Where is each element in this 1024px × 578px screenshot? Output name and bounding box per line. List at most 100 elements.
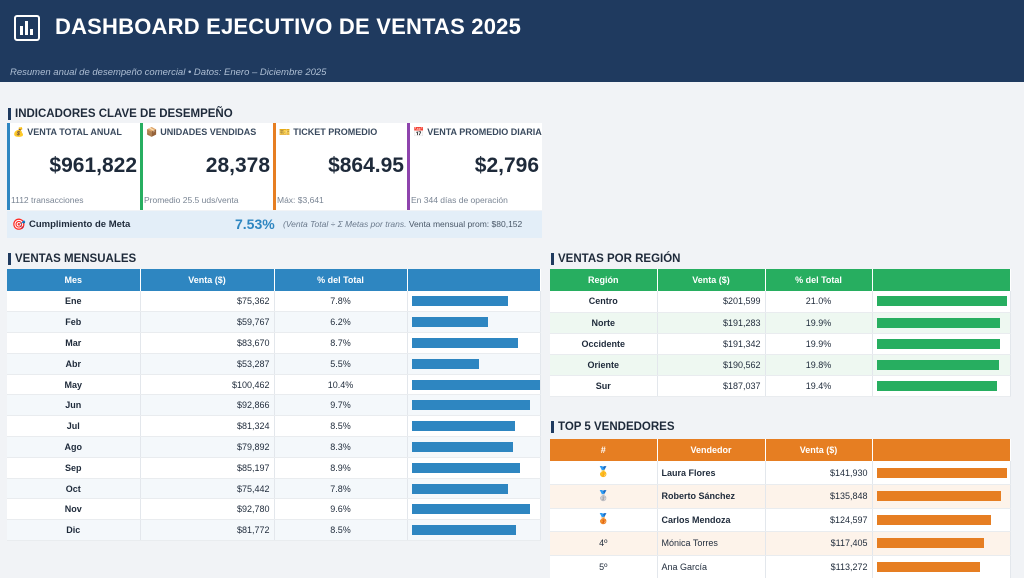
table-row: Nov $92,780 9.6% [7, 498, 541, 521]
kpi-label: 📅 VENTA PROMEDIO DIARIA [413, 127, 542, 137]
sales-cell: $92,780 [140, 498, 275, 521]
table-row: Oriente $190,562 19.8% [550, 354, 1011, 376]
percent-cell: 19.4% [765, 375, 873, 397]
region-cell: Centro [550, 291, 658, 313]
kpi-card: 🎫 TICKET PROMEDIO $864.95 Máx: $3,641 [273, 123, 407, 210]
sales-cell: $79,892 [140, 436, 275, 458]
table-row: 4º Mónica Torres $117,405 [550, 531, 1011, 556]
percent-cell: 19.8% [765, 354, 873, 376]
percent-cell: 8.5% [274, 519, 408, 542]
monthly-section-title: VENTAS MENSUALES [8, 253, 136, 265]
seller-name: Laura Flores [657, 461, 766, 485]
sales-cell: $59,767 [140, 311, 275, 334]
sales-bar [876, 296, 1007, 307]
bar-cell [407, 291, 541, 313]
sales-cell: $81,772 [140, 519, 275, 542]
region-cell: Oriente [550, 354, 658, 376]
medal-icon: 🥇 [550, 461, 658, 485]
table-row: Feb $59,767 6.2% [7, 311, 541, 334]
table-row: Occidente $191,342 19.9% [550, 333, 1011, 355]
sellers-section-title: TOP 5 VENDEDORES [551, 421, 675, 433]
sales-bar [411, 441, 514, 452]
sales-cell: $124,597 [765, 508, 873, 532]
seller-name: Carlos Mendoza [657, 508, 766, 532]
region-cell: Occidente [550, 333, 658, 355]
sales-cell: $117,405 [765, 531, 873, 556]
table-row: 🥉 Carlos Mendoza $124,597 [550, 508, 1011, 532]
percent-cell: 8.3% [274, 436, 408, 458]
sales-bar [876, 514, 991, 525]
bar-cell [407, 394, 541, 417]
sales-cell: $75,362 [140, 291, 275, 313]
sales-bar [876, 538, 985, 549]
month-cell: Feb [7, 311, 141, 334]
region-section-title: VENTAS POR REGIÓN [551, 253, 680, 265]
percent-cell: 8.9% [274, 457, 408, 479]
sales-bar [876, 491, 1001, 502]
month-cell: Ago [7, 436, 141, 458]
ticket-icon: 🎫 [279, 127, 291, 137]
table-row: 5º Ana García $113,272 [550, 555, 1011, 578]
sales-cell: $83,670 [140, 332, 275, 354]
bar-cell [407, 498, 541, 521]
sales-cell: $141,930 [765, 461, 873, 485]
table-row: Norte $191,283 19.9% [550, 312, 1011, 334]
page-subtitle: Resumen anual de desempeño comercial • D… [10, 67, 327, 78]
header-region: Región [550, 269, 658, 291]
month-cell: May [7, 374, 141, 396]
sales-cell: $191,342 [657, 333, 766, 355]
percent-cell: 7.8% [274, 291, 408, 313]
bar-cell [407, 353, 541, 375]
goal-compliance-value: 7.53% [235, 216, 275, 232]
bar-cell [407, 457, 541, 479]
target-icon: 🎯 [12, 219, 26, 231]
table-row: Jul $81,324 8.5% [7, 415, 541, 438]
table-row: 🥇 Laura Flores $141,930 [550, 461, 1011, 485]
bar-cell [872, 333, 1011, 355]
kpi-section-title: INDICADORES CLAVE DE DESEMPEÑO [8, 108, 233, 120]
percent-cell: 21.0% [765, 291, 873, 313]
percent-cell: 9.6% [274, 498, 408, 521]
bar-cell [407, 519, 541, 542]
kpi-card: 📦 UNIDADES VENDIDAS 28,378 Promedio 25.5 ud… [140, 123, 273, 210]
header-venta: Venta ($) [765, 439, 873, 461]
money-bag-icon: 💰 [13, 127, 25, 137]
medal-icon: 🥉 [550, 508, 658, 532]
kpi-footnote: Máx: $3,641 [277, 195, 324, 205]
dashboard-header: DASHBOARD EJECUTIVO DE VENTAS 2025 Resum… [0, 0, 1024, 82]
page-title: DASHBOARD EJECUTIVO DE VENTAS 2025 [55, 14, 522, 39]
month-cell: Jul [7, 415, 141, 438]
sales-cell: $75,442 [140, 478, 275, 500]
rank-cell: 5º [550, 555, 658, 578]
percent-cell: 19.9% [765, 333, 873, 355]
sales-bar [411, 358, 480, 369]
sales-bar [411, 337, 519, 348]
kpi-label: 💰 VENTA TOTAL ANUAL [13, 127, 122, 137]
percent-cell: 5.5% [274, 353, 408, 375]
percent-cell: 7.8% [274, 478, 408, 500]
kpi-value: $864.95 [328, 154, 404, 177]
bar-cell [872, 531, 1011, 556]
bar-cell [872, 354, 1011, 376]
kpi-value: $961,822 [49, 154, 137, 177]
sales-cell: $201,599 [657, 291, 766, 313]
package-icon: 📦 [146, 127, 158, 137]
sales-bar [411, 400, 530, 411]
kpi-footnote: En 344 días de operación [411, 195, 508, 205]
table-row: Mar $83,670 8.7% [7, 332, 541, 354]
sales-bar [876, 561, 981, 572]
goal-compliance-label: Cumplimiento de Meta [29, 219, 131, 230]
monthly-average: Venta mensual prom: $80,152 [408, 219, 523, 229]
header-pct: % del Total [765, 269, 873, 291]
table-row: Jun $92,866 9.7% [7, 394, 541, 417]
sales-bar [411, 483, 508, 494]
kpi-label: 🎫 TICKET PROMEDIO [279, 127, 378, 137]
sales-cell: $81,324 [140, 415, 275, 438]
table-row: Ago $79,892 8.3% [7, 436, 541, 458]
sales-bar [876, 317, 1000, 328]
percent-cell: 10.4% [274, 374, 408, 396]
sales-cell: $92,866 [140, 394, 275, 417]
calendar-icon: 📅 [413, 127, 425, 137]
sales-bar [876, 338, 1000, 349]
sales-cell: $100,462 [140, 374, 275, 396]
